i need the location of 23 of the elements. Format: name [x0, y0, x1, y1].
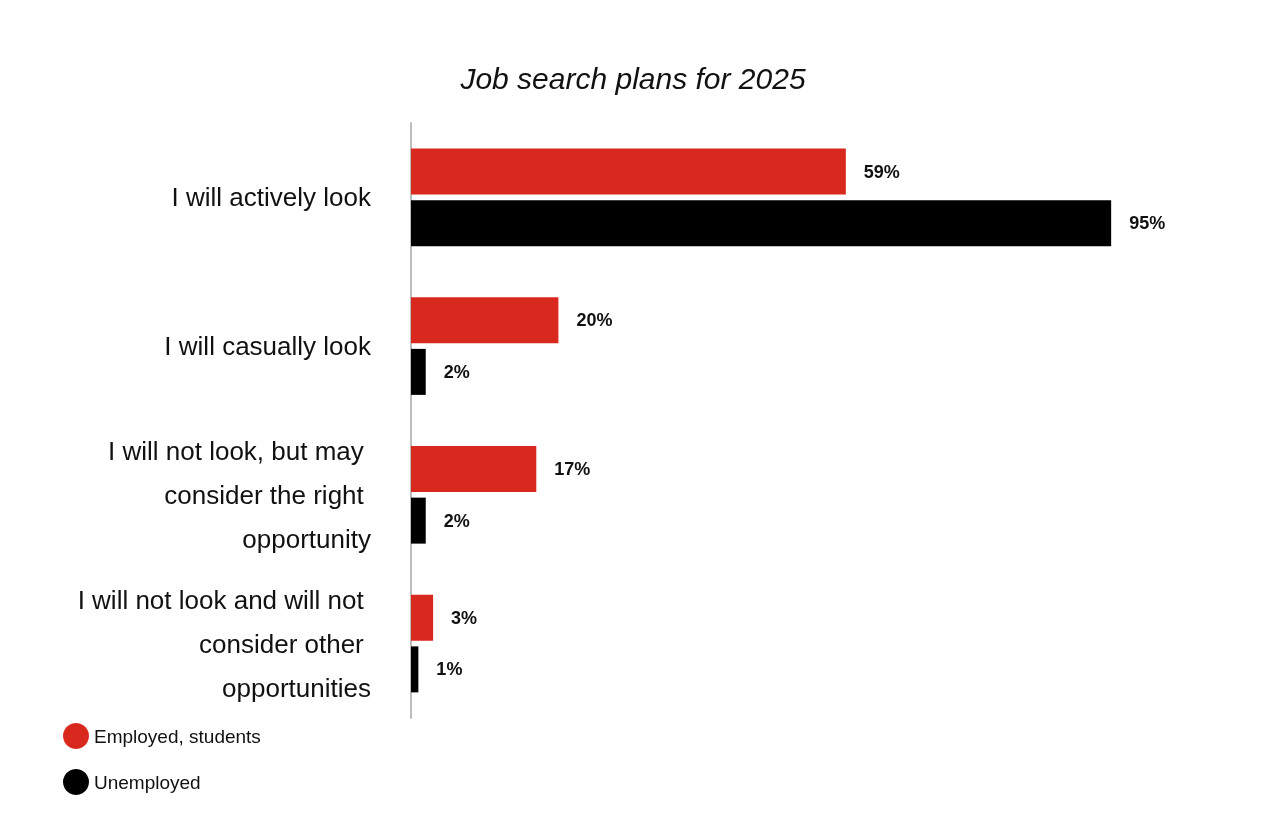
- bar: [411, 497, 426, 544]
- data-label: 20%: [576, 310, 613, 331]
- legend-label: Unemployed: [94, 771, 201, 793]
- data-label: 2%: [443, 510, 470, 531]
- data-label: 95%: [1129, 213, 1166, 234]
- data-label: 2%: [443, 361, 470, 382]
- bar: [411, 594, 434, 641]
- y-tick-label: I will not look and will not consider other opportunities: [77, 584, 371, 703]
- bar: [411, 646, 419, 693]
- bar: [411, 297, 559, 344]
- data-label: 1%: [436, 659, 463, 680]
- data-label: 3%: [451, 607, 478, 628]
- y-tick-label: I will casually look: [164, 331, 372, 362]
- data-label: 59%: [863, 161, 900, 182]
- legend-label: Employed, students: [94, 725, 261, 747]
- bar: [411, 200, 1112, 247]
- data-label: 17%: [554, 459, 591, 480]
- y-tick-label: I will not look, but may consider the right opportunity: [108, 435, 371, 554]
- chart-title: Job search plans for 2025: [459, 61, 806, 95]
- y-tick-label: I will actively look: [171, 182, 372, 213]
- bar: [411, 446, 537, 493]
- bar: [411, 348, 426, 395]
- bar: [411, 148, 846, 195]
